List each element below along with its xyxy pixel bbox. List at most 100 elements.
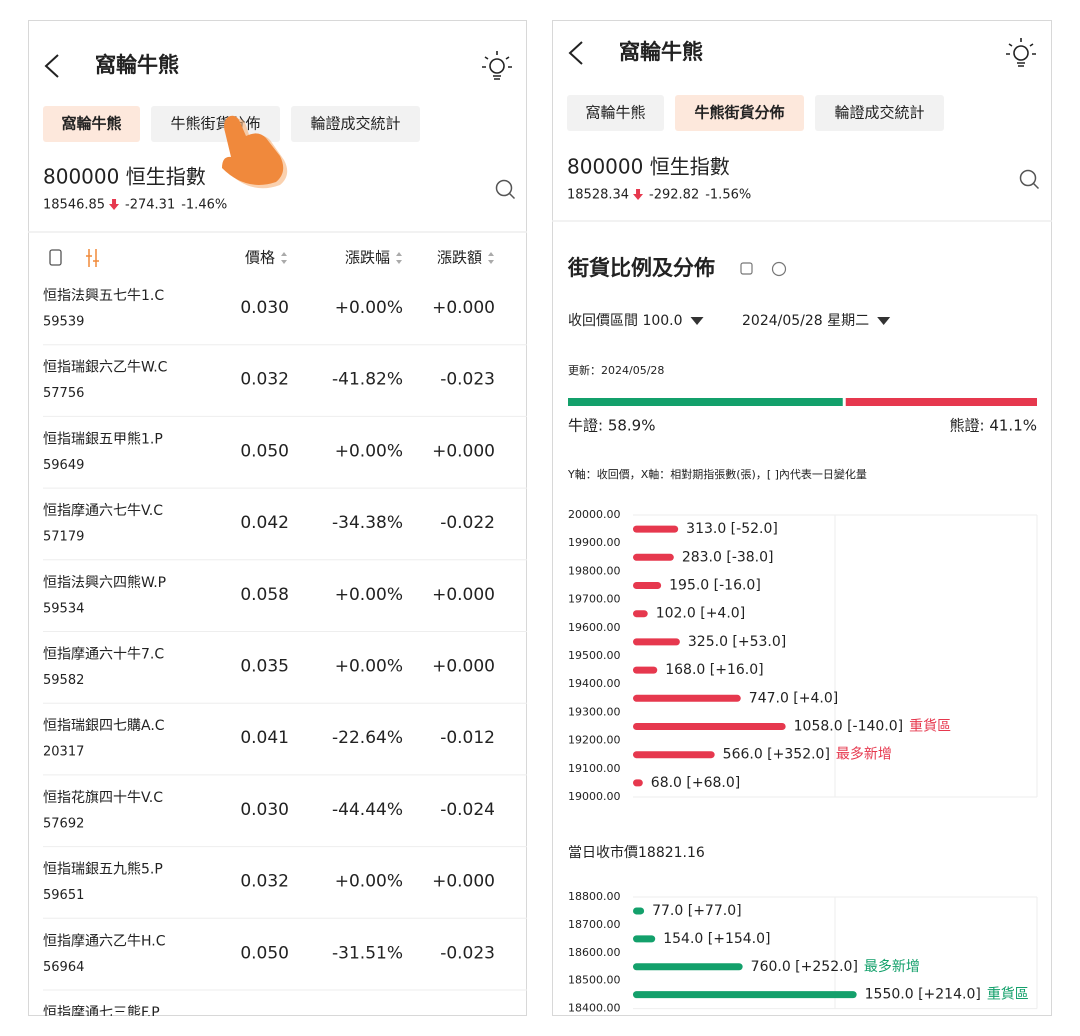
warrant-pct: -22.64% <box>332 728 403 748</box>
tab[interactable] <box>815 95 944 131</box>
y-tick-label: 18700.00 <box>568 918 621 931</box>
y-tick-label: 18400.00 <box>568 1002 621 1015</box>
warrant-code: 57692 <box>43 816 84 831</box>
tab-label[interactable]: 牛熊街貨分佈 <box>694 104 784 122</box>
warrant-name[interactable]: 恒指法興六四熊W.P <box>43 575 166 591</box>
bar-label-group: 760.0 [+252.0] 最多新增 <box>751 958 920 975</box>
bar-label: 566.0 [+352.0] <box>723 747 830 763</box>
bar <box>633 963 743 971</box>
warrant-chg: -0.012 <box>440 728 495 748</box>
warrant-name[interactable]: 恒指瑞銀五九熊5.P <box>43 862 163 878</box>
warrant-name[interactable]: 恒指瑞銀四七購A.C <box>43 718 165 734</box>
bulb-icon[interactable] <box>1006 38 1036 67</box>
warrant-name[interactable]: 恒指瑞銀六乙牛W.C <box>43 360 168 376</box>
bar-label: 313.0 [-52.0] <box>686 521 778 537</box>
stock-change-pct: -1.46% <box>181 198 227 213</box>
warrant-name[interactable]: 恒指摩通六七牛V.C <box>43 502 163 519</box>
warrant-chg: +0.000 <box>432 585 495 605</box>
bar-tag: 重貨區 <box>987 986 1029 1003</box>
bar-label: 77.0 [+77.0] <box>652 903 741 919</box>
bar <box>633 935 656 943</box>
bulb-rays <box>482 51 512 80</box>
info-icon[interactable] <box>771 261 787 277</box>
bar-label: 1550.0 [+214.0] <box>865 987 981 1003</box>
warrant-pct: +0.00% <box>335 298 403 318</box>
bar-label-group: 1550.0 [+214.0] 重貨區 <box>865 986 1029 1003</box>
warrant-name[interactable]: 恒指摩通六十牛7.C <box>43 646 164 663</box>
bar <box>633 582 662 589</box>
y-tick-label: 19400.00 <box>568 677 621 690</box>
ratio-bar <box>845 398 1037 406</box>
warrant-code: 57756 <box>43 386 84 401</box>
filter-dropdown[interactable]: 2024/05/28 星期二 <box>742 313 869 329</box>
bar-label: 760.0 [+252.0] <box>751 959 858 975</box>
back-button[interactable] <box>568 41 583 65</box>
bar-label: 102.0 [+4.0] <box>656 606 745 622</box>
y-tick-label: 19700.00 <box>568 593 621 606</box>
tab-label[interactable]: 輪證成交統計 <box>834 104 924 122</box>
bar-label-group: 68.0 [+68.0] <box>651 775 740 791</box>
bar-label-group: 154.0 [+154.0] <box>663 931 770 947</box>
down-arrow <box>633 189 644 200</box>
warrant-price: 0.050 <box>240 441 289 461</box>
stock-price: 18528.34 <box>567 188 629 203</box>
warrant-price: 0.050 <box>240 943 289 963</box>
warrant-name[interactable]: 恒指瑞銀五甲熊1.P <box>43 431 163 447</box>
share-icon[interactable] <box>740 262 753 275</box>
header-title: 窩輪牛熊 <box>619 40 703 64</box>
update-date: 更新：2024/05/28 <box>568 363 664 377</box>
warrant-pct: +0.00% <box>335 872 403 892</box>
bar-label: 283.0 [-38.0] <box>682 549 774 565</box>
column-header[interactable]: 價格 <box>245 249 275 267</box>
tab-label[interactable]: 窩輪牛熊 <box>585 104 645 122</box>
bar <box>633 907 645 915</box>
copy-icon[interactable] <box>49 249 62 266</box>
column-header[interactable]: 漲跌額 <box>437 249 482 267</box>
warrant-name[interactable]: 恒指法興五七牛1.C <box>43 288 164 304</box>
bar-label-group: 566.0 [+352.0] 最多新增 <box>723 746 892 763</box>
tab[interactable] <box>291 106 420 142</box>
tab-label[interactable]: 窩輪牛熊 <box>61 115 121 133</box>
tab[interactable] <box>43 106 140 142</box>
warrant-price: 0.030 <box>240 800 289 820</box>
warrant-pct: +0.00% <box>335 441 403 461</box>
tab[interactable] <box>675 95 804 131</box>
right-panel <box>552 20 1052 1016</box>
header-title: 窩輪牛熊 <box>95 53 179 77</box>
filter-icon[interactable] <box>86 249 99 267</box>
bar-label-group: 283.0 [-38.0] <box>682 549 774 565</box>
y-tick-label: 19800.00 <box>568 564 621 577</box>
warrant-code: 59539 <box>43 315 84 330</box>
back-button[interactable] <box>44 54 59 78</box>
y-tick-label: 19200.00 <box>568 734 621 747</box>
search-icon[interactable] <box>1019 169 1037 187</box>
bulb-shape <box>1013 45 1029 61</box>
stock-price: 18546.85 <box>43 198 105 213</box>
warrant-chg: +0.000 <box>432 657 495 677</box>
bar <box>633 694 741 702</box>
bulb-shape <box>489 58 505 74</box>
search-handle <box>1032 182 1040 190</box>
warrant-name[interactable]: 恒指花旗四十牛V.C <box>43 790 163 806</box>
sort-icon <box>488 252 494 264</box>
y-tick-label: 19500.00 <box>568 649 621 662</box>
tab[interactable] <box>567 95 664 131</box>
bar <box>633 779 643 787</box>
bar-label-group: 77.0 [+77.0] <box>652 903 741 919</box>
warrant-name[interactable]: 恒指摩通六乙牛H.C <box>43 932 166 949</box>
filter-dropdown[interactable]: 收回價區間 100.0 <box>568 312 683 329</box>
search-icon[interactable] <box>495 179 513 197</box>
bulb-icon[interactable] <box>482 51 512 80</box>
column-header[interactable]: 漲跌幅 <box>345 249 390 267</box>
bar <box>633 638 680 646</box>
pointer-hand <box>222 115 288 189</box>
warrant-name[interactable]: 恒指摩通七三熊F.P <box>43 1004 160 1021</box>
dropdown-caret <box>877 317 891 325</box>
bar-tag: 重貨區 <box>909 718 951 735</box>
y-tick-label: 18800.00 <box>568 890 621 903</box>
bar <box>633 610 648 618</box>
tab-label[interactable]: 輪證成交統計 <box>310 115 400 133</box>
